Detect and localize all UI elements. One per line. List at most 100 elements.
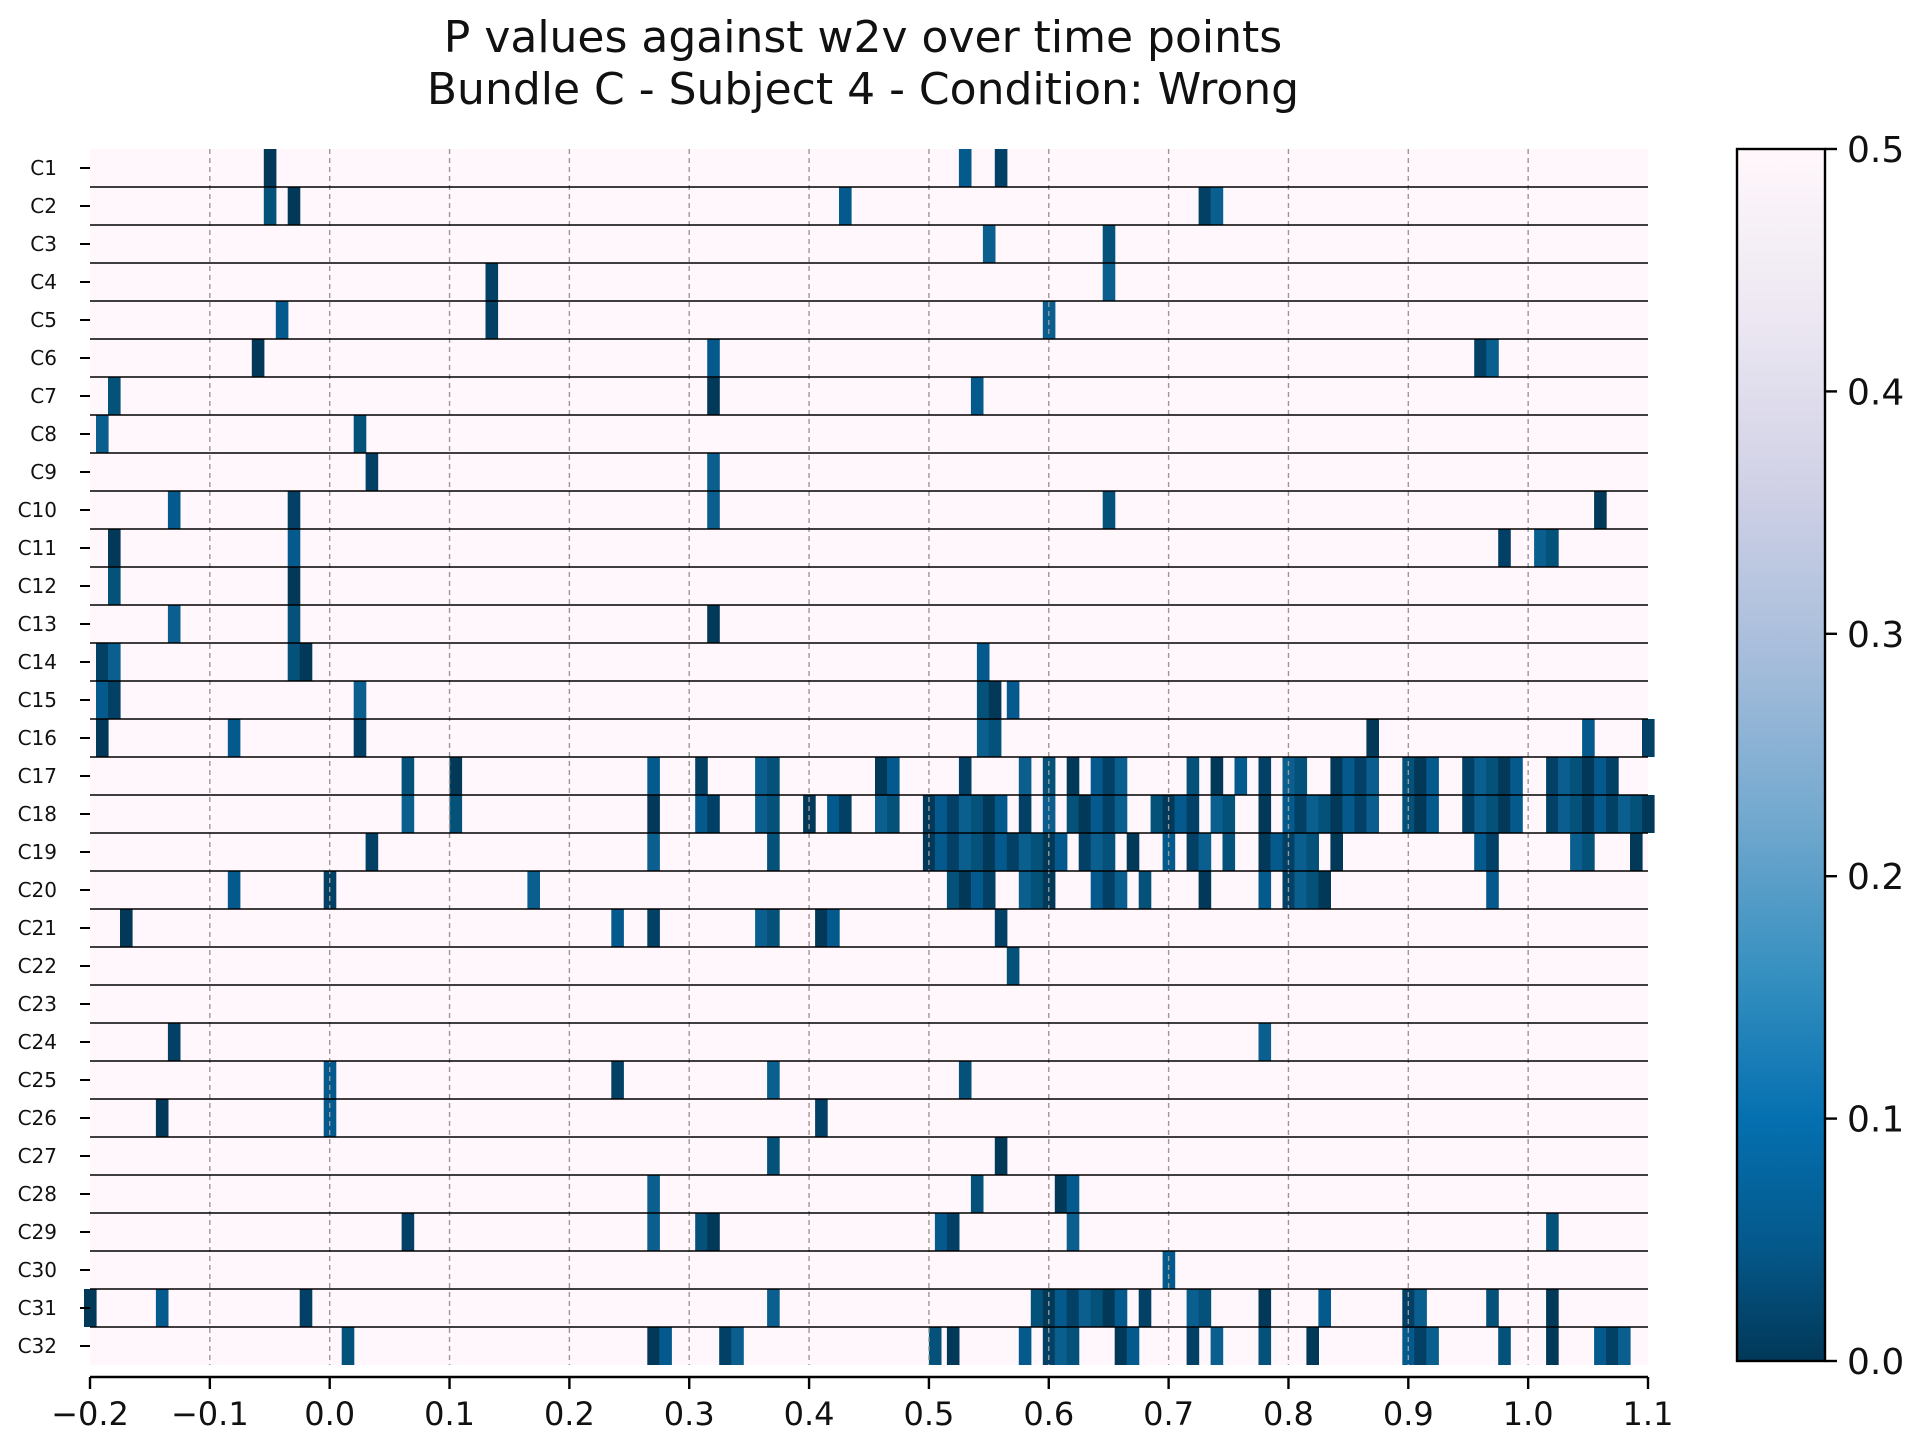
heatmap-cell	[227, 719, 241, 757]
heatmap-cell	[928, 1327, 942, 1365]
heatmap-cell	[887, 795, 900, 833]
heatmap-cell	[1186, 757, 1200, 795]
heatmap-cell	[1546, 1213, 1559, 1251]
heatmap-cell	[1294, 757, 1308, 795]
heatmap-cell	[167, 491, 181, 529]
heatmap-cell	[958, 833, 972, 871]
heatmap-cell	[108, 377, 121, 415]
heatmap-cell	[1330, 795, 1343, 833]
heatmap-cell	[815, 909, 828, 947]
heatmap-cell	[1102, 1289, 1116, 1327]
heatmap-cell	[1546, 529, 1559, 567]
channel-label: C23	[18, 992, 57, 1016]
heatmap-cell	[1486, 795, 1499, 833]
channel-label: C30	[18, 1258, 57, 1282]
heatmap-cell	[227, 871, 241, 909]
heatmap-cell	[1282, 795, 1296, 833]
heatmap-cell	[1294, 833, 1308, 871]
heatmap-cell	[946, 1327, 960, 1365]
heatmap-cell	[1258, 1289, 1272, 1327]
heatmap-cell	[767, 1289, 780, 1327]
channel-label: C12	[18, 574, 57, 598]
heatmap-cell	[767, 1137, 780, 1175]
heatmap-cell	[1642, 719, 1655, 757]
channel-label: C29	[18, 1220, 57, 1244]
heatmap-cell	[1594, 757, 1607, 795]
heatmap-cell	[647, 1175, 660, 1213]
heatmap-cell	[1018, 1327, 1032, 1365]
heatmap-cell	[353, 415, 367, 453]
heatmap-cell	[1018, 871, 1032, 909]
heatmap-cell	[1054, 833, 1068, 871]
heatmap-cell	[1366, 757, 1379, 795]
heatmap-cell	[1606, 795, 1619, 833]
heatmap-cell	[1426, 757, 1439, 795]
heatmap-cell	[827, 909, 840, 947]
heatmap-cell	[695, 1213, 708, 1251]
heatmap-cell	[96, 415, 109, 453]
heatmap-cell	[970, 871, 984, 909]
heatmap-cell	[1198, 833, 1212, 871]
heatmap-cell	[1198, 187, 1212, 225]
heatmap-cell	[1222, 795, 1236, 833]
heatmap-cell	[108, 567, 121, 605]
heatmap-cell	[287, 529, 301, 567]
channel-label: C10	[18, 498, 57, 522]
heatmap-cell	[958, 757, 972, 795]
heatmap-cell	[994, 149, 1008, 187]
heatmap-cell	[1426, 1327, 1439, 1365]
heatmap-cell	[1258, 757, 1272, 795]
heatmap-cell	[1402, 795, 1415, 833]
heatmap-cell	[839, 187, 852, 225]
channel-label: C19	[18, 840, 57, 864]
heatmap-cell	[946, 833, 960, 871]
heatmap-cell	[1582, 795, 1595, 833]
heatmap-cell	[958, 871, 972, 909]
heatmap-cell	[1090, 833, 1104, 871]
heatmap-cell	[275, 301, 289, 339]
heatmap-cell	[299, 643, 313, 681]
heatmap-cell	[970, 1175, 984, 1213]
heatmap-cell	[1102, 225, 1116, 263]
heatmap-cell	[1006, 833, 1020, 871]
colorbar: 0.0 0.1 0.2 0.3 0.4 0.5	[1735, 130, 1904, 1383]
heatmap-cell	[1006, 681, 1020, 719]
x-tick-label: 0.1	[424, 1395, 475, 1433]
x-tick-label: 0.2	[544, 1395, 595, 1433]
heatmap-cell	[719, 1327, 732, 1365]
x-tick-label: 0.7	[1143, 1395, 1194, 1433]
channel-label: C20	[18, 878, 57, 902]
heatmap-cell	[1102, 491, 1116, 529]
heatmap-cell	[767, 833, 780, 871]
heatmap-cell	[707, 491, 720, 529]
heatmap-cell	[1042, 1289, 1056, 1327]
heatmap-cell	[647, 1327, 660, 1365]
heatmap-cell	[120, 909, 133, 947]
heatmap-cell	[287, 643, 301, 681]
heatmap-cell	[96, 681, 109, 719]
heatmap-cell	[1270, 833, 1284, 871]
channel-label: C18	[18, 802, 57, 826]
heatmap-cell	[767, 795, 780, 833]
heatmap-cell	[934, 795, 948, 833]
heatmap-cell	[263, 187, 277, 225]
heatmap-cell	[401, 757, 415, 795]
heatmap-cell	[1414, 1327, 1427, 1365]
heatmap-cell	[485, 263, 499, 301]
channel-label: C13	[18, 612, 57, 636]
heatmap-cell	[1546, 795, 1559, 833]
heatmap-cell	[365, 833, 379, 871]
heatmap-cell	[1330, 833, 1343, 871]
heatmap-cell	[323, 1099, 337, 1137]
heatmap-cell	[1186, 795, 1200, 833]
heatmap-cell	[1474, 757, 1487, 795]
x-tick-label: −0.1	[171, 1395, 249, 1433]
channel-label: C14	[18, 650, 57, 674]
heatmap-cell	[934, 833, 948, 871]
heatmap-cell	[167, 1023, 181, 1061]
heatmap-cell	[1258, 1023, 1272, 1061]
heatmap-cell	[988, 681, 1002, 719]
heatmap-cell	[1126, 1327, 1140, 1365]
colorbar-tick-label: 0.0	[1847, 1342, 1904, 1383]
